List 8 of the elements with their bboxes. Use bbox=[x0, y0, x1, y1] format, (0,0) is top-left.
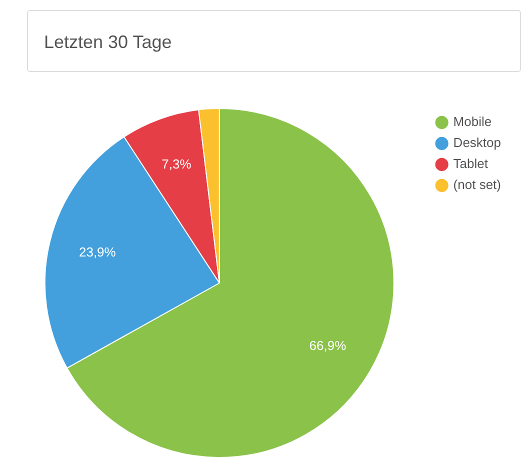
data-label: 7,3% bbox=[162, 156, 192, 172]
legend-label: Tablet bbox=[453, 156, 488, 172]
legend-label: Desktop bbox=[453, 135, 502, 150]
legend-label: (not set) bbox=[453, 177, 501, 192]
chart-title: Letzten 30 Tage bbox=[27, 10, 521, 72]
legend-label: Mobile bbox=[453, 114, 492, 130]
data-label: 66,9% bbox=[309, 338, 347, 354]
data-label: 23,9% bbox=[78, 244, 116, 260]
